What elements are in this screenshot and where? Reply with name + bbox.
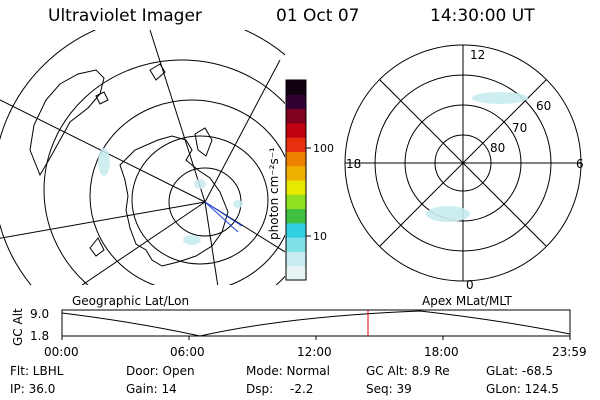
satellite-track	[204, 201, 243, 233]
polar-lat-60: 60	[536, 99, 551, 113]
colorbar-segment	[286, 108, 306, 124]
status-glat: GLat: -68.5	[486, 364, 553, 378]
status-dsp-label: Dsp:	[246, 382, 274, 396]
status-ip: IP: 36.0	[10, 382, 56, 396]
altitude-xtick-1200: 12:00	[297, 345, 332, 359]
altitude-left-title: Geographic Lat/Lon	[72, 294, 189, 308]
time-label: 14:30:00 UT	[430, 6, 535, 26]
polar-label-midnight: 0	[466, 278, 474, 292]
altitude-curve	[61, 310, 571, 337]
aurora-emission-polar	[426, 92, 528, 222]
colorbar-segment	[286, 180, 306, 195]
status-glon: GLon: 124.5	[486, 382, 559, 396]
date-label: 01 Oct 07	[276, 6, 360, 26]
status-seq: Seq: 39	[366, 382, 412, 396]
polar-label-noon: 12	[470, 48, 485, 62]
altitude-axis-label: GC Alt	[11, 308, 25, 346]
polar-label-dusk: 18	[346, 157, 361, 171]
altitude-xtick-2359: 23:59	[552, 345, 587, 359]
colorbar-segment	[286, 94, 306, 110]
colorbar-segment	[286, 208, 306, 224]
altitude-xtick-0000: 00:00	[44, 345, 79, 359]
status-dsp-value: -2.2	[290, 382, 314, 396]
altitude-right-title: Apex MLat/MLT	[422, 294, 512, 308]
altitude-ytick-high: 9.0	[30, 307, 49, 321]
status-mode: Mode: Normal	[246, 364, 330, 378]
status-gc-alt: GC Alt: 8.9 Re	[366, 364, 450, 378]
status-door: Door: Open	[126, 364, 195, 378]
colorbar-label-100: 100	[313, 142, 334, 155]
colorbar-label-10: 10	[313, 230, 327, 243]
altitude-x-ticks	[61, 336, 571, 340]
polar-label-dawn: 6	[576, 157, 584, 171]
colorbar-segment	[286, 194, 306, 210]
colorbar-unit-label: photon cm⁻²s⁻¹	[267, 147, 281, 240]
colorbar-segment	[286, 237, 306, 252]
status-filter: Flt: LBHL	[10, 364, 64, 378]
colorbar-segment	[286, 122, 306, 138]
colorbar	[286, 80, 306, 281]
polar-lat-70: 70	[512, 121, 527, 135]
colorbar-segment	[286, 265, 306, 281]
colorbar-segment	[286, 165, 306, 181]
altitude-xtick-1800: 18:00	[424, 345, 459, 359]
colorbar-segment	[286, 222, 306, 238]
geographic-map	[0, 30, 285, 285]
altitude-ytick-low: 1.8	[30, 329, 49, 343]
polar-lat-80: 80	[490, 141, 505, 155]
colorbar-frame	[285, 79, 307, 281]
aurora-emission-left	[98, 148, 243, 245]
colorbar-segment	[286, 151, 306, 167]
colorbar-segment	[286, 137, 306, 152]
colorbar-segment	[286, 80, 306, 95]
app-title: Ultraviolet Imager	[48, 6, 202, 26]
colorbar-segment	[286, 251, 306, 267]
altitude-xtick-0600: 06:00	[170, 345, 205, 359]
polar-plot	[344, 44, 582, 282]
altitude-plot-frame	[61, 309, 571, 337]
status-gain: Gain: 14	[126, 382, 177, 396]
